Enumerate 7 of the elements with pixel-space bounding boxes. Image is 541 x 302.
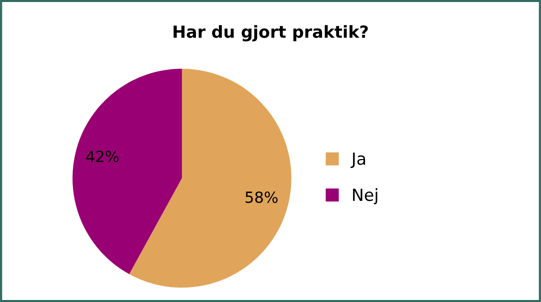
- data-label: 58%: [246, 191, 278, 204]
- chart-title: Har du gjort praktik?: [174, 25, 368, 42]
- pie-slice: [72, 68, 182, 274]
- pie-slice: [129, 68, 292, 288]
- legend-label: Nej: [353, 188, 378, 204]
- data-label: 42%: [86, 150, 119, 162]
- legend-label: Ja: [350, 152, 366, 168]
